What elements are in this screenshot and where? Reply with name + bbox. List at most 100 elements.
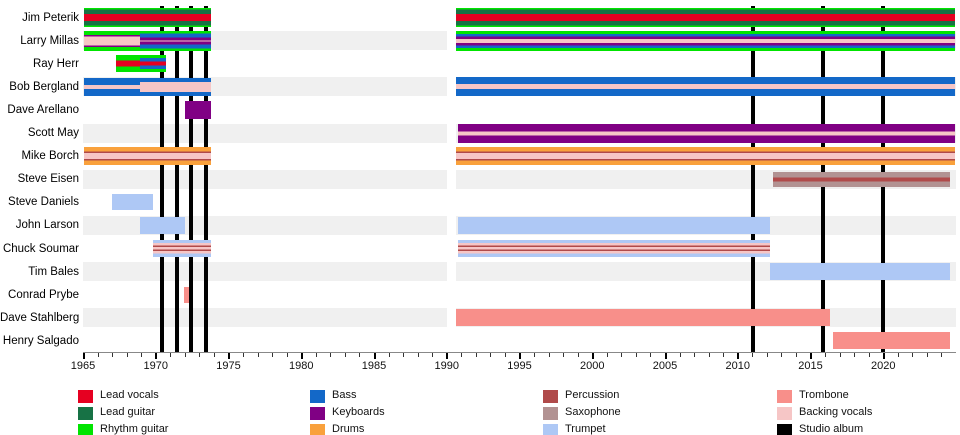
legend-label-rhythm_guitar: Rhythm guitar [100, 423, 169, 435]
timeline-bar [772, 171, 951, 187]
studio-album-line [751, 6, 756, 352]
axis-major-tick [591, 353, 594, 359]
legend-swatch-lead_vocals [78, 390, 93, 403]
axis-minor-tick [795, 353, 797, 357]
axis-minor-tick [388, 353, 390, 357]
axis-tick-label: 2010 [725, 360, 750, 372]
axis-minor-tick [941, 353, 943, 357]
axis-tick-label: 2005 [652, 360, 678, 372]
axis-minor-tick [344, 353, 346, 357]
legend-label-trumpet: Trumpet [565, 423, 606, 435]
timeline-bar [456, 309, 831, 327]
axis-minor-tick [504, 353, 506, 357]
legend-label-saxophone: Saxophone [565, 406, 621, 418]
timeline-bar [112, 194, 153, 211]
legend-swatch-backing_vocals [777, 407, 792, 420]
axis-minor-tick [403, 353, 405, 357]
legend-label-percussion: Percussion [565, 389, 620, 401]
axis-minor-tick [650, 353, 652, 357]
timeline-bar [115, 55, 140, 73]
axis-minor-tick [635, 353, 637, 357]
axis-major-tick [810, 353, 812, 359]
legend-label-lead_vocals: Lead vocals [100, 389, 159, 401]
axis-tick-label: 2000 [580, 360, 605, 372]
axis-minor-tick [199, 353, 201, 357]
axis-major-tick [82, 353, 85, 359]
axis-major-tick [373, 353, 376, 359]
axis-minor-tick [912, 353, 914, 357]
axis-minor-tick [315, 353, 317, 357]
axis-tick-label: 1970 [143, 360, 168, 372]
axis-major-tick [882, 353, 885, 359]
timeline-bar [83, 147, 212, 166]
axis-minor-tick [330, 353, 332, 357]
member-label: Tim Bales [28, 265, 79, 278]
member-label: Bob Bergland [9, 80, 79, 93]
legend-swatch-bass [310, 390, 325, 403]
axis-minor-tick [257, 353, 259, 357]
member-label: Dave Arellano [7, 103, 79, 116]
axis-minor-tick [723, 353, 725, 357]
legend-label-keyboards: Keyboards [332, 406, 385, 418]
studio-album-line [203, 6, 208, 352]
axis-tick-label: 2015 [798, 360, 823, 372]
axis-minor-tick [286, 353, 288, 357]
axis-minor-tick [825, 353, 827, 357]
legend: Lead vocals Lead guitar Rhythm guitar Bass K… [0, 383, 960, 435]
axis-minor-tick [839, 353, 841, 357]
legend-label-drums: Drums [332, 423, 365, 435]
timeline-bar [83, 30, 140, 51]
timeline-bar [456, 147, 955, 166]
axis-minor-tick [475, 353, 477, 357]
studio-album-line [160, 6, 164, 352]
axis-minor-tick [126, 353, 128, 357]
row-band [83, 123, 448, 143]
member-label: Larry Millas [20, 34, 79, 47]
axis-minor-tick [868, 353, 870, 357]
axis-minor-tick [854, 353, 856, 357]
axis-minor-tick [272, 353, 274, 357]
axis-minor-tick [563, 353, 565, 357]
axis-minor-tick [897, 353, 899, 357]
axis-minor-tick [548, 353, 550, 357]
row-band [83, 169, 448, 189]
axis-minor-tick [170, 353, 172, 357]
timeline-bar [458, 216, 770, 234]
timeline-bar [184, 100, 212, 119]
axis-tick-label: 1965 [70, 360, 96, 372]
axis-minor-tick [534, 353, 536, 357]
timeline-bar [139, 77, 212, 96]
legend-swatch-lead_guitar [78, 407, 93, 420]
plot-area: Jim Peterik Larry Millas Ray Herr Bob Bergl… [0, 6, 956, 372]
axis-minor-tick [679, 353, 681, 357]
legend-swatch-trombone [777, 390, 792, 403]
axis-tick-label: 1985 [361, 360, 387, 372]
member-label: Chuck Soumar [2, 242, 79, 255]
member-label: John Larson [15, 219, 79, 232]
axis-minor-tick [766, 353, 768, 357]
timeline-bar [456, 8, 955, 28]
member-label: Dave Stahlberg [0, 311, 80, 324]
axis-minor-tick [781, 353, 783, 357]
axis-minor-tick [184, 353, 186, 357]
timeline-bar [833, 332, 951, 350]
axis-minor-tick [621, 353, 623, 357]
axis-minor-tick [490, 353, 492, 357]
member-label: Jim Peterik [22, 11, 79, 24]
timeline-bar [139, 30, 212, 51]
axis-tick-label: 2020 [871, 360, 896, 372]
legend-swatch-studio_album [777, 424, 792, 435]
x-axis-line [83, 352, 956, 353]
axis-minor-tick [112, 353, 114, 357]
legend-swatch-rhythm_guitar [78, 424, 93, 435]
member-label: Mike Borch [21, 150, 79, 163]
legend-label-backing_vocals: Backing vocals [799, 406, 873, 418]
timeline-bar [458, 240, 770, 257]
legend-swatch-percussion [543, 390, 558, 403]
axis-minor-tick [97, 353, 99, 357]
member-label: Steve Daniels [8, 196, 79, 209]
axis-minor-tick [213, 353, 215, 357]
axis-minor-tick [752, 353, 754, 357]
axis-minor-tick [577, 353, 579, 357]
